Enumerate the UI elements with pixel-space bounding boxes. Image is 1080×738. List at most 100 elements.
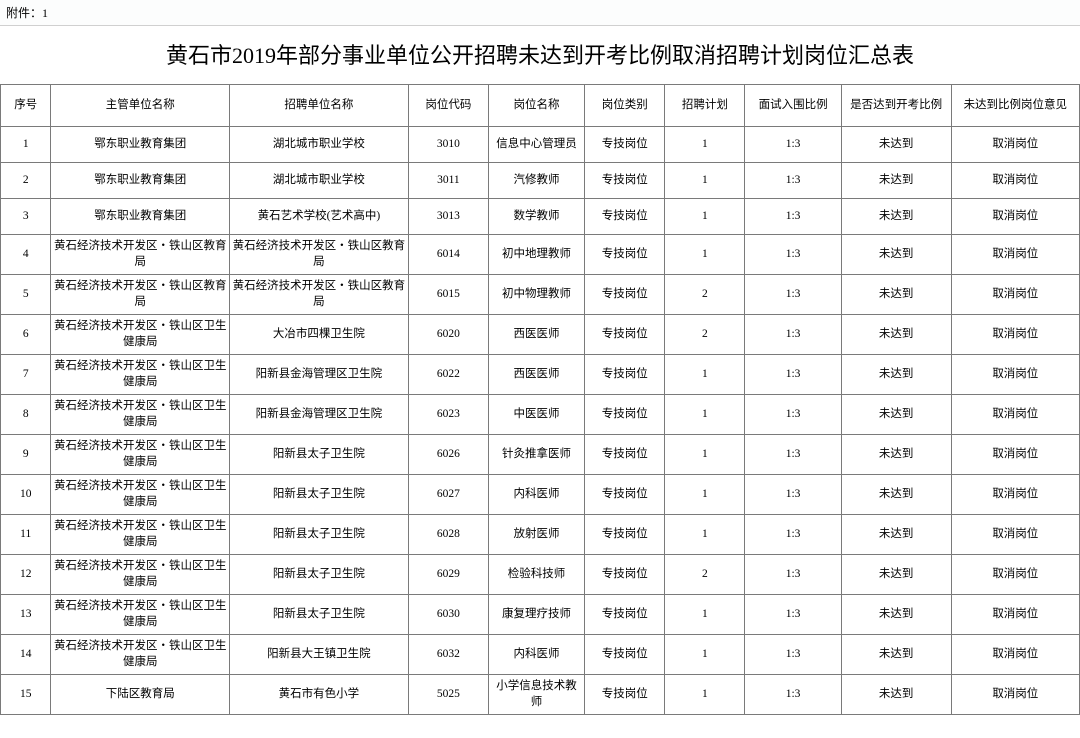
table-cell: 内科医师: [488, 475, 584, 515]
table-cell: 15: [1, 675, 51, 715]
table-cell: 取消岗位: [951, 235, 1079, 275]
table-cell: 1: [665, 515, 745, 555]
table-cell: 针灸推拿医师: [488, 435, 584, 475]
table-cell: 14: [1, 635, 51, 675]
table-cell: 1:3: [745, 595, 841, 635]
table-cell: 取消岗位: [951, 635, 1079, 675]
table-cell: 取消岗位: [951, 435, 1079, 475]
table-cell: 阳新县太子卫生院: [230, 475, 409, 515]
table-row: 11黄石经济技术开发区・铁山区卫生健康局阳新县太子卫生院6028放射医师专技岗位…: [1, 515, 1080, 555]
table-row: 6黄石经济技术开发区・铁山区卫生健康局大冶市四棵卫生院6020西医医师专技岗位2…: [1, 315, 1080, 355]
table-cell: 未达到: [841, 675, 951, 715]
table-cell: 专技岗位: [585, 435, 665, 475]
table-cell: 湖北城市职业学校: [230, 163, 409, 199]
table-cell: 1:3: [745, 475, 841, 515]
table-cell: 6026: [408, 435, 488, 475]
table-cell: 专技岗位: [585, 675, 665, 715]
table-cell: 黄石经济技术开发区・铁山区教育局: [51, 275, 230, 315]
table-cell: 未达到: [841, 275, 951, 315]
col-opinion: 未达到比例岗位意见: [951, 85, 1079, 127]
table-cell: 6015: [408, 275, 488, 315]
table-cell: 1: [665, 199, 745, 235]
table-cell: 取消岗位: [951, 355, 1079, 395]
table-cell: 大冶市四棵卫生院: [230, 315, 409, 355]
table-cell: 专技岗位: [585, 475, 665, 515]
page-title: 黄石市2019年部分事业单位公开招聘未达到开考比例取消招聘计划岗位汇总表: [0, 26, 1080, 84]
table-cell: 专技岗位: [585, 275, 665, 315]
table-cell: 未达到: [841, 555, 951, 595]
table-cell: 6023: [408, 395, 488, 435]
table-cell: 1:3: [745, 127, 841, 163]
col-code: 岗位代码: [408, 85, 488, 127]
table-row: 5黄石经济技术开发区・铁山区教育局黄石经济技术开发区・铁山区教育局6015初中物…: [1, 275, 1080, 315]
table-cell: 4: [1, 235, 51, 275]
table-cell: 1: [665, 435, 745, 475]
table-cell: 黄石经济技术开发区・铁山区卫生健康局: [51, 555, 230, 595]
table-cell: 8: [1, 395, 51, 435]
table-row: 13黄石经济技术开发区・铁山区卫生健康局阳新县太子卫生院6030康复理疗技师专技…: [1, 595, 1080, 635]
table-cell: 专技岗位: [585, 315, 665, 355]
table-cell: 专技岗位: [585, 163, 665, 199]
table-cell: 3011: [408, 163, 488, 199]
table-cell: 鄂东职业教育集团: [51, 127, 230, 163]
table-cell: 未达到: [841, 163, 951, 199]
table-cell: 6022: [408, 355, 488, 395]
table-cell: 9: [1, 435, 51, 475]
table-cell: 专技岗位: [585, 127, 665, 163]
table-cell: 10: [1, 475, 51, 515]
table-cell: 1:3: [745, 163, 841, 199]
table-row: 15下陆区教育局黄石市有色小学5025小学信息技术教师专技岗位11:3未达到取消…: [1, 675, 1080, 715]
table-cell: 阳新县金海管理区卫生院: [230, 395, 409, 435]
table-cell: 取消岗位: [951, 475, 1079, 515]
table-cell: 下陆区教育局: [51, 675, 230, 715]
table-cell: 未达到: [841, 435, 951, 475]
table-cell: 取消岗位: [951, 515, 1079, 555]
table-cell: 阳新县太子卫生院: [230, 595, 409, 635]
attachment-label: 附件：1: [0, 0, 1080, 26]
table-cell: 1:3: [745, 675, 841, 715]
table-cell: 1:3: [745, 235, 841, 275]
table-cell: 小学信息技术教师: [488, 675, 584, 715]
table-cell: 鄂东职业教育集团: [51, 163, 230, 199]
table-cell: 1: [665, 635, 745, 675]
table-cell: 黄石经济技术开发区・铁山区卫生健康局: [51, 355, 230, 395]
table-cell: 内科医师: [488, 635, 584, 675]
table-cell: 信息中心管理员: [488, 127, 584, 163]
table-cell: 检验科技师: [488, 555, 584, 595]
table-cell: 3: [1, 199, 51, 235]
table-cell: 1:3: [745, 315, 841, 355]
col-unit: 招聘单位名称: [230, 85, 409, 127]
table-cell: 2: [1, 163, 51, 199]
table-cell: 汽修教师: [488, 163, 584, 199]
table-body: 1鄂东职业教育集团湖北城市职业学校3010信息中心管理员专技岗位11:3未达到取…: [1, 127, 1080, 715]
col-reach: 是否达到开考比例: [841, 85, 951, 127]
table-cell: 3010: [408, 127, 488, 163]
table-cell: 1: [665, 595, 745, 635]
table-cell: 未达到: [841, 199, 951, 235]
table-cell: 专技岗位: [585, 199, 665, 235]
table-cell: 取消岗位: [951, 275, 1079, 315]
table-cell: 未达到: [841, 127, 951, 163]
table-cell: 1:3: [745, 395, 841, 435]
table-cell: 7: [1, 355, 51, 395]
table-row: 4黄石经济技术开发区・铁山区教育局黄石经济技术开发区・铁山区教育局6014初中地…: [1, 235, 1080, 275]
table-cell: 阳新县金海管理区卫生院: [230, 355, 409, 395]
table-row: 12黄石经济技术开发区・铁山区卫生健康局阳新县太子卫生院6029检验科技师专技岗…: [1, 555, 1080, 595]
table-cell: 取消岗位: [951, 675, 1079, 715]
table-cell: 中医医师: [488, 395, 584, 435]
col-ratio: 面试入围比例: [745, 85, 841, 127]
table-cell: 12: [1, 555, 51, 595]
table-cell: 6029: [408, 555, 488, 595]
table-cell: 专技岗位: [585, 395, 665, 435]
table-cell: 取消岗位: [951, 595, 1079, 635]
table-header-row: 序号 主管单位名称 招聘单位名称 岗位代码 岗位名称 岗位类别 招聘计划 面试入…: [1, 85, 1080, 127]
table-cell: 6028: [408, 515, 488, 555]
col-seq: 序号: [1, 85, 51, 127]
table-row: 2鄂东职业教育集团湖北城市职业学校3011汽修教师专技岗位11:3未达到取消岗位: [1, 163, 1080, 199]
table-cell: 6020: [408, 315, 488, 355]
table-cell: 黄石经济技术开发区・铁山区卫生健康局: [51, 315, 230, 355]
table-cell: 2: [665, 275, 745, 315]
table-cell: 1:3: [745, 355, 841, 395]
table-row: 1鄂东职业教育集团湖北城市职业学校3010信息中心管理员专技岗位11:3未达到取…: [1, 127, 1080, 163]
table-cell: 放射医师: [488, 515, 584, 555]
